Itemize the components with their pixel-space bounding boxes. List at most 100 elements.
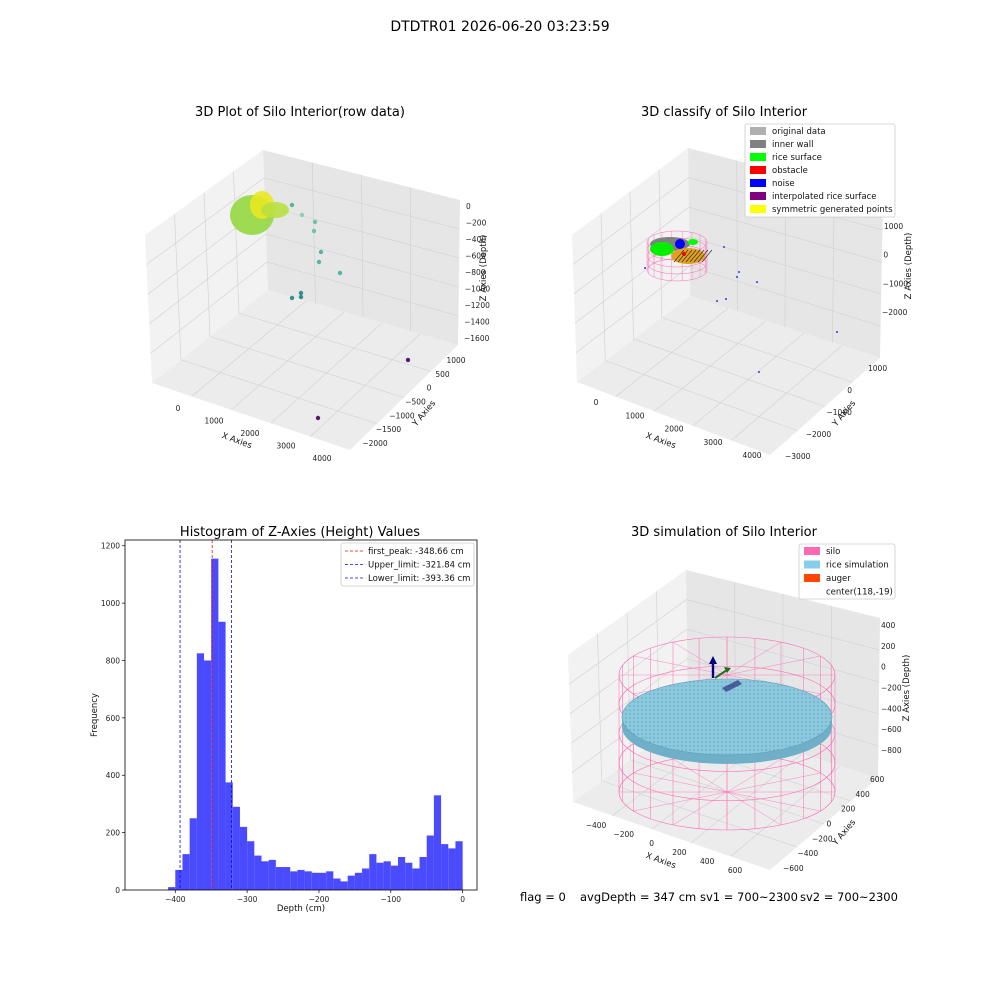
histogram-bar (297, 869, 305, 890)
histogram-bar (426, 835, 434, 890)
raw-z-tick: −1600 (464, 334, 490, 343)
classify-z-tick: 0 (883, 251, 888, 260)
classified-points (644, 230, 838, 373)
classify-legend-label: symmetric generated points (772, 205, 893, 215)
histogram-legend-label: first_peak: -348.66 cm (368, 547, 464, 557)
simulation-x-tick: 400 (700, 857, 715, 866)
raw-surface-edge (261, 202, 289, 218)
simulation-y-tick: −600 (783, 864, 804, 873)
classify-legend-label: rice surface (772, 153, 822, 163)
histogram-bar (369, 854, 377, 890)
classify-legend-swatch (750, 192, 766, 200)
raw-data-point (318, 249, 324, 255)
classify-symmetric-hatch (673, 249, 685, 263)
simulation-x-tick: −200 (613, 830, 634, 839)
histogram-x-axis-label: Depth (cm) (277, 904, 325, 914)
raw-y-tick: −2000 (362, 439, 388, 448)
auger-shadow (722, 680, 742, 692)
raw-x-tick: 3000 (276, 442, 295, 451)
simulation-y-tick: −400 (798, 849, 819, 858)
histogram-bar (196, 653, 205, 890)
histogram-y-tick: 1000 (101, 599, 120, 608)
simulation-legend-label: silo (826, 547, 840, 557)
histogram-bar (390, 865, 398, 890)
silo-spoke (726, 641, 782, 676)
classify-legend: original data inner wall rice surface obsta… (744, 123, 896, 218)
histogram-y-tick: 400 (106, 771, 121, 780)
depth-histogram: Histogram of Z-Axies (Height) Values −40… (90, 525, 478, 914)
histogram-bar (239, 826, 248, 890)
histogram-axes-frame (124, 539, 478, 891)
simulation-plot-title: 3D simulation of Silo Interior (631, 525, 818, 540)
raw-z-tick: −1200 (465, 301, 491, 310)
simulation-z-tick: −800 (881, 746, 902, 755)
classify-noise-cluster (675, 239, 685, 249)
silo-spoke (672, 758, 728, 793)
classify-y-tick: −1000 (827, 408, 853, 417)
silo-spoke (726, 758, 782, 793)
histogram-legend-label: Upper_limit: -321.84 cm (368, 561, 471, 571)
simulation-legend-swatch (804, 560, 820, 569)
classify-noise-point (736, 276, 738, 278)
classify-legend-swatch (750, 166, 766, 174)
raw-z-tick: −200 (466, 219, 487, 228)
simulation-z-tick: −600 (881, 725, 902, 734)
histogram-y-tick: 600 (106, 714, 121, 723)
simulation-legend-swatch (804, 547, 820, 555)
histogram-bar (412, 868, 420, 890)
histogram-bar (182, 854, 190, 890)
histogram-bar (441, 844, 449, 890)
histogram-legend: first_peak: -348.66 cm Upper_limit: -321.… (340, 542, 475, 587)
histogram-bar (254, 855, 262, 890)
histogram-bar (419, 857, 427, 890)
classify-legend-swatch (750, 127, 766, 135)
simulation-y-tick: 600 (870, 775, 885, 784)
histogram-bar (354, 872, 363, 890)
simulation-x-tick: 600 (728, 866, 743, 875)
status-sv2: sv2 = 700~2300 (800, 890, 898, 904)
classify-noise-point (738, 271, 740, 273)
classify-legend-swatch (750, 140, 766, 148)
histogram-bar (175, 869, 183, 890)
classify-z-tick: −2000 (882, 308, 908, 317)
raw-data-points (230, 191, 411, 421)
raw-data-point (405, 357, 411, 363)
classify-rice-fragment (688, 239, 698, 245)
raw-data-3d-plot: 3D Plot of Silo Interior(row data) 0 1000… (145, 105, 490, 463)
classify-x-tick: 0 (594, 398, 599, 407)
histogram-bar (290, 871, 298, 890)
raw-z-axis-label: Z Axies (Depth) (479, 235, 489, 302)
simulation-z-tick: −200 (881, 684, 902, 693)
classify-noise-point (723, 246, 725, 248)
classify-rice-surface (650, 242, 674, 256)
classify-symmetric-hatch (697, 249, 709, 263)
classify-z-tick: 1000 (884, 222, 903, 231)
histogram-bar (455, 841, 463, 890)
simulation-z-tick: 0 (881, 663, 886, 672)
simulation-y-tick: 200 (841, 805, 856, 814)
raw-z-tick: −400 (466, 235, 487, 244)
raw-y-tick: −1500 (376, 425, 402, 434)
classify-legend-swatch (750, 153, 766, 161)
status-line: flag = 0 avgDepth = 347 cm sv1 = 700~230… (520, 890, 898, 904)
classify-z-axis-label: Z Axies (Depth) (904, 233, 914, 300)
histogram-bar (275, 867, 284, 890)
classify-symmetric-hatch (681, 249, 693, 263)
raw-z-tick: −1400 (464, 318, 490, 327)
simulation-y-tick: 0 (827, 820, 832, 829)
classify-noise-point (758, 371, 760, 373)
classify-x-tick: 4000 (742, 451, 761, 460)
silo-spoke (633, 772, 728, 793)
status-flag: flag = 0 (520, 890, 566, 904)
histogram-bar (283, 867, 291, 890)
classify-x-axis-label: X Axies (644, 431, 677, 451)
classify-symmetric-hatch (701, 249, 713, 263)
raw-x-tick: 1000 (204, 417, 223, 426)
raw-x-tick: 2000 (240, 429, 259, 438)
histogram-x-tick: −400 (165, 895, 186, 904)
classify-x-tick: 3000 (703, 438, 722, 447)
histogram-bar (225, 782, 233, 890)
simulation-y-axis-label: Y Axies (830, 817, 858, 848)
classify-noise-point (716, 300, 718, 302)
histogram-y-tick: 800 (106, 656, 121, 665)
